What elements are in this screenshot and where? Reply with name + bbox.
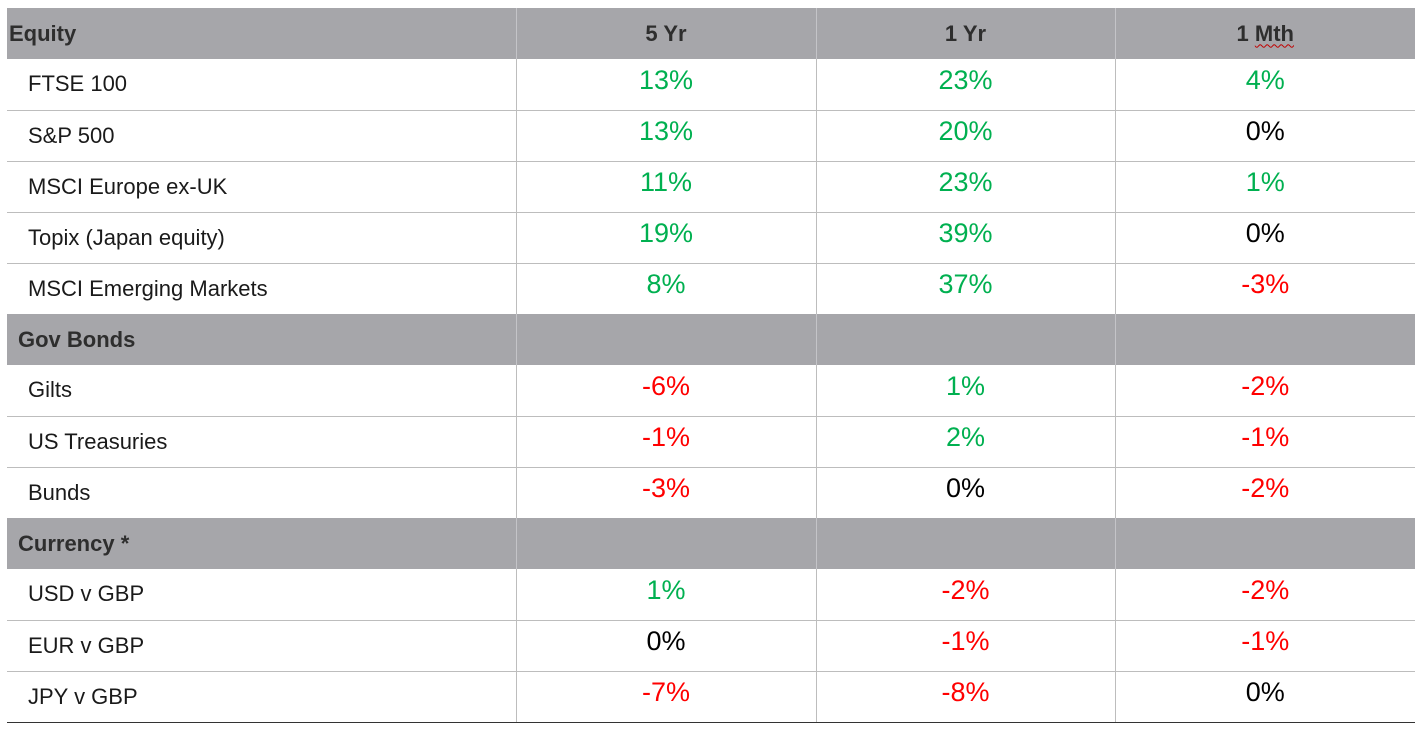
- value-5yr: 19%: [515, 211, 816, 263]
- row-label: MSCI Europe ex-UK: [7, 160, 516, 212]
- value-1yr: 23%: [815, 59, 1115, 110]
- value-5yr: 0%: [515, 619, 816, 671]
- column-header-5yr: 5 Yr: [515, 8, 816, 59]
- section-header-row: Currency *: [7, 518, 1415, 569]
- section-header-spacer: [815, 314, 1115, 365]
- section-title-currency: Currency *: [7, 518, 516, 569]
- value-1mth: -2%: [1114, 569, 1415, 620]
- column-header-1yr: 1 Yr: [815, 8, 1115, 59]
- section-header-spacer: [1114, 314, 1415, 365]
- section-title-gov-bonds: Gov Bonds: [7, 314, 516, 365]
- table-row: Topix (Japan equity) 19% 39% 0%: [7, 211, 1415, 263]
- table-row: US Treasuries -1% 2% -1%: [7, 415, 1415, 467]
- value-1yr: -2%: [815, 569, 1115, 620]
- value-1mth: -2%: [1114, 466, 1415, 518]
- table-row: Gilts -6% 1% -2%: [7, 365, 1415, 416]
- value-1mth: -2%: [1114, 365, 1415, 416]
- section-header-spacer: [515, 314, 816, 365]
- section-title-equity: Equity: [7, 8, 516, 59]
- header-row: Equity 5 Yr 1 Yr 1 Mth: [7, 8, 1415, 59]
- value-1mth: 4%: [1114, 59, 1415, 110]
- value-5yr: 13%: [515, 59, 816, 110]
- row-label: US Treasuries: [7, 415, 516, 467]
- table-row: EUR v GBP 0% -1% -1%: [7, 619, 1415, 671]
- table-row: USD v GBP 1% -2% -2%: [7, 569, 1415, 620]
- value-1yr: 20%: [815, 109, 1115, 161]
- row-label: S&P 500: [7, 109, 516, 161]
- value-1yr: 1%: [815, 365, 1115, 416]
- table-row: MSCI Europe ex-UK 11% 23% 1%: [7, 160, 1415, 212]
- value-5yr: 1%: [515, 569, 816, 620]
- value-1yr: 23%: [815, 160, 1115, 212]
- table-row: FTSE 100 13% 23% 4%: [7, 59, 1415, 110]
- value-1yr: 39%: [815, 211, 1115, 263]
- row-label: USD v GBP: [7, 569, 516, 620]
- value-5yr: -1%: [515, 415, 816, 467]
- column-header-1mth-word: Mth: [1254, 20, 1294, 46]
- value-5yr: -3%: [515, 466, 816, 518]
- value-1mth: -1%: [1114, 415, 1415, 467]
- returns-table-container: Equity 5 Yr 1 Yr 1 Mth FTSE 100 13% 23% …: [7, 8, 1415, 723]
- section-header-spacer: [515, 518, 816, 569]
- value-1yr: 37%: [815, 262, 1115, 314]
- column-header-1mth: 1 Mth: [1114, 8, 1415, 59]
- value-1mth: 0%: [1114, 670, 1415, 723]
- table-row: S&P 500 13% 20% 0%: [7, 109, 1415, 161]
- section-header-spacer: [815, 518, 1115, 569]
- value-1mth: -3%: [1114, 262, 1415, 314]
- value-5yr: 13%: [515, 109, 816, 161]
- value-1yr: -1%: [815, 619, 1115, 671]
- value-1yr: 2%: [815, 415, 1115, 467]
- value-1mth: 0%: [1114, 211, 1415, 263]
- value-1mth: 1%: [1114, 160, 1415, 212]
- table-row: JPY v GBP -7% -8% 0%: [7, 670, 1415, 723]
- section-header-spacer: [1114, 518, 1415, 569]
- value-5yr: 8%: [515, 262, 816, 314]
- row-label: EUR v GBP: [7, 619, 516, 671]
- returns-table: Equity 5 Yr 1 Yr 1 Mth FTSE 100 13% 23% …: [7, 8, 1415, 723]
- column-header-1mth-prefix: 1: [1236, 20, 1255, 46]
- table-row: MSCI Emerging Markets 8% 37% -3%: [7, 262, 1415, 314]
- row-label: Topix (Japan equity): [7, 211, 516, 263]
- value-1yr: 0%: [815, 466, 1115, 518]
- row-label: Gilts: [7, 365, 516, 416]
- table-row: Bunds -3% 0% -2%: [7, 466, 1415, 518]
- value-1yr: -8%: [815, 670, 1115, 723]
- row-label: Bunds: [7, 466, 516, 518]
- value-5yr: -6%: [515, 365, 816, 416]
- value-5yr: 11%: [515, 160, 816, 212]
- value-5yr: -7%: [515, 670, 816, 723]
- value-1mth: 0%: [1114, 109, 1415, 161]
- section-header-row: Gov Bonds: [7, 314, 1415, 365]
- row-label: JPY v GBP: [7, 670, 516, 723]
- row-label: MSCI Emerging Markets: [7, 262, 516, 314]
- value-1mth: -1%: [1114, 619, 1415, 671]
- row-label: FTSE 100: [7, 59, 516, 110]
